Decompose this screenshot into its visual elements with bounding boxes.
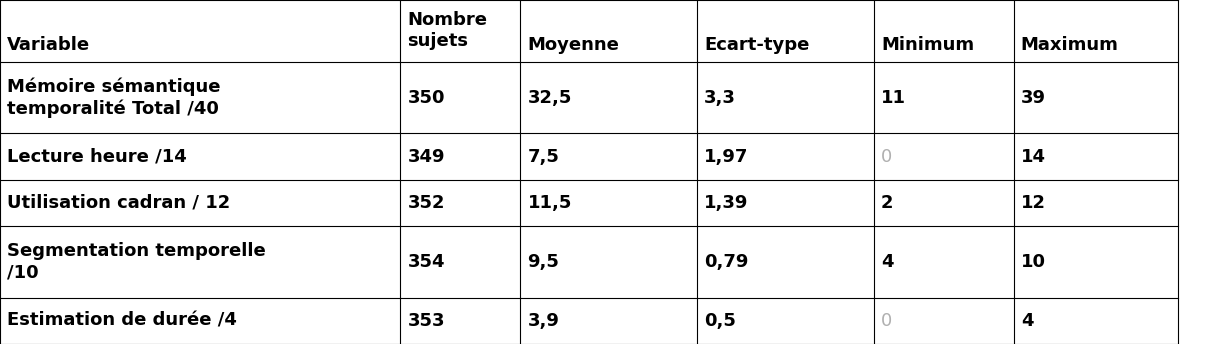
Text: 1,39: 1,39 xyxy=(704,194,748,212)
Text: 11: 11 xyxy=(881,88,906,107)
Text: 3,3: 3,3 xyxy=(704,88,736,107)
Text: Variable: Variable xyxy=(7,36,91,54)
Text: 354: 354 xyxy=(407,253,445,271)
Text: 352: 352 xyxy=(407,194,445,212)
Text: 4: 4 xyxy=(1021,312,1033,330)
Text: Minimum: Minimum xyxy=(881,36,974,54)
Text: 3,9: 3,9 xyxy=(528,312,560,330)
Text: 39: 39 xyxy=(1021,88,1045,107)
Text: 349: 349 xyxy=(407,148,445,165)
Text: Estimation de durée /4: Estimation de durée /4 xyxy=(7,312,237,330)
Text: 353: 353 xyxy=(407,312,445,330)
Text: 350: 350 xyxy=(407,88,445,107)
Text: 7,5: 7,5 xyxy=(528,148,560,165)
Text: 12: 12 xyxy=(1021,194,1045,212)
Text: 10: 10 xyxy=(1021,253,1045,271)
Text: 2: 2 xyxy=(881,194,893,212)
Text: Mémoire sémantique
temporalité Total /40: Mémoire sémantique temporalité Total /40 xyxy=(7,78,221,118)
Text: Segmentation temporelle
/10: Segmentation temporelle /10 xyxy=(7,243,266,281)
Text: 1,97: 1,97 xyxy=(704,148,748,165)
Text: 0,5: 0,5 xyxy=(704,312,736,330)
Text: 9,5: 9,5 xyxy=(528,253,560,271)
Text: 4: 4 xyxy=(881,253,893,271)
Text: Lecture heure /14: Lecture heure /14 xyxy=(7,148,187,165)
Text: 0: 0 xyxy=(881,148,892,165)
Text: Utilisation cadran / 12: Utilisation cadran / 12 xyxy=(7,194,231,212)
Text: Maximum: Maximum xyxy=(1021,36,1119,54)
Text: 0: 0 xyxy=(881,312,892,330)
Text: Nombre
sujets: Nombre sujets xyxy=(407,11,487,50)
Text: 0,79: 0,79 xyxy=(704,253,748,271)
Text: 32,5: 32,5 xyxy=(528,88,572,107)
Text: 11,5: 11,5 xyxy=(528,194,572,212)
Text: 14: 14 xyxy=(1021,148,1045,165)
Text: Ecart-type: Ecart-type xyxy=(704,36,810,54)
Text: Moyenne: Moyenne xyxy=(528,36,620,54)
